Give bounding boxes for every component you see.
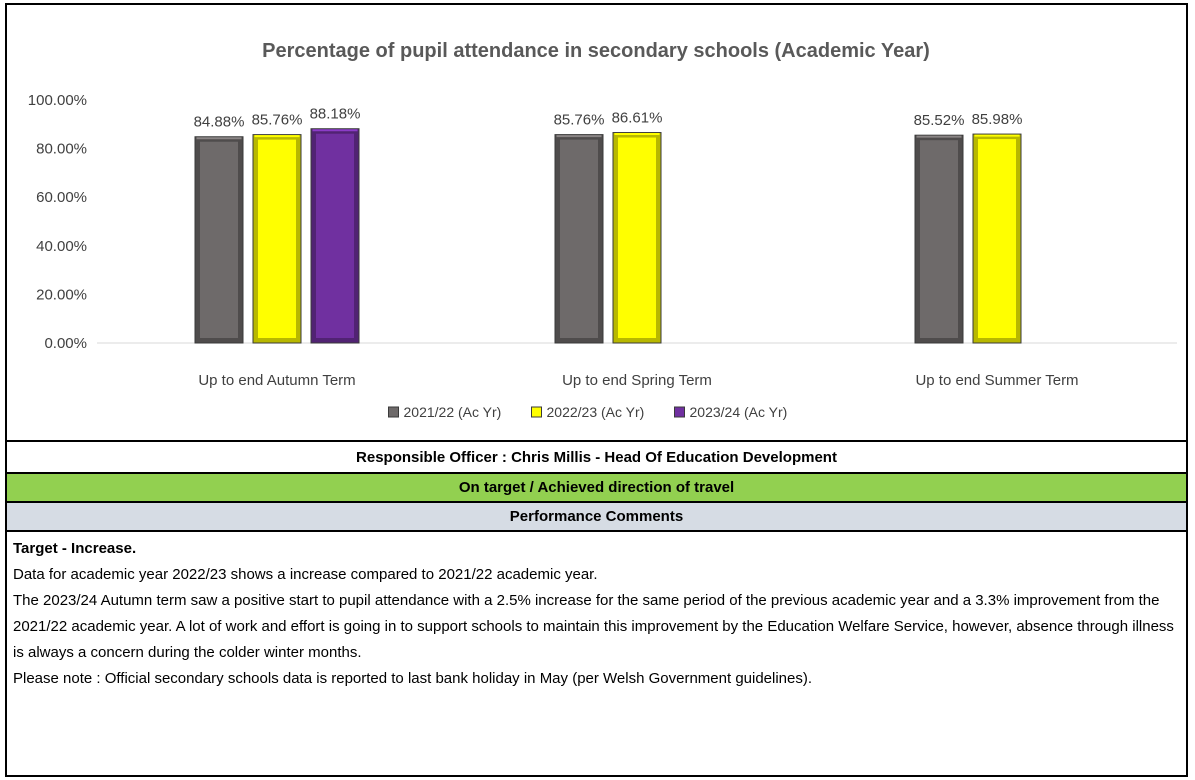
y-tick-label: 60.00% bbox=[36, 189, 87, 206]
y-tick-label: 0.00% bbox=[44, 335, 87, 352]
legend-label: 2021/22 (Ac Yr) bbox=[404, 404, 502, 420]
data-label: 88.18% bbox=[310, 106, 361, 123]
chart-area: Percentage of pupil attendance in second… bbox=[7, 5, 1186, 442]
data-label: 84.88% bbox=[194, 114, 245, 131]
comment-line: The 2023/24 Autumn term saw a positive s… bbox=[13, 592, 1174, 661]
legend-swatch bbox=[388, 406, 399, 418]
bar-face bbox=[920, 140, 958, 338]
legend-label: 2022/23 (Ac Yr) bbox=[547, 404, 645, 420]
bar-face bbox=[560, 139, 598, 338]
category-label: Up to end Spring Term bbox=[562, 372, 712, 389]
bar-face bbox=[258, 139, 296, 338]
bar-face bbox=[618, 137, 656, 338]
y-tick-label: 100.00% bbox=[28, 92, 87, 109]
legend-swatch bbox=[531, 406, 542, 418]
report-frame: Percentage of pupil attendance in second… bbox=[5, 3, 1188, 777]
comment-line: Please note : Official secondary schools… bbox=[13, 670, 813, 687]
bar-face bbox=[200, 141, 238, 338]
performance-comments: Target - Increase. Data for academic yea… bbox=[7, 532, 1186, 775]
legend-label: 2023/24 (Ac Yr) bbox=[690, 404, 788, 420]
comment-line: Data for academic year 2022/23 shows a i… bbox=[13, 566, 598, 583]
legend-swatch bbox=[674, 406, 685, 418]
data-label: 85.76% bbox=[554, 112, 605, 129]
bar-face bbox=[316, 133, 354, 338]
responsible-officer: Responsible Officer : Chris Millis - Hea… bbox=[7, 442, 1186, 474]
status-banner: On target / Achieved direction of travel bbox=[7, 474, 1186, 503]
attendance-bar-chart: Percentage of pupil attendance in second… bbox=[28, 40, 1177, 420]
data-label: 86.61% bbox=[612, 110, 663, 127]
bar-face bbox=[978, 139, 1016, 338]
y-tick-label: 20.00% bbox=[36, 286, 87, 303]
comments-heading: Target - Increase. bbox=[13, 540, 137, 557]
category-label: Up to end Autumn Term bbox=[198, 372, 355, 389]
y-tick-label: 80.00% bbox=[36, 141, 87, 158]
chart-title: Percentage of pupil attendance in second… bbox=[262, 40, 930, 62]
category-label: Up to end Summer Term bbox=[915, 372, 1078, 389]
data-label: 85.76% bbox=[252, 112, 303, 129]
data-label: 85.52% bbox=[914, 112, 965, 129]
y-tick-label: 40.00% bbox=[36, 238, 87, 255]
data-label: 85.98% bbox=[972, 111, 1023, 128]
performance-comments-heading: Performance Comments bbox=[7, 503, 1186, 532]
